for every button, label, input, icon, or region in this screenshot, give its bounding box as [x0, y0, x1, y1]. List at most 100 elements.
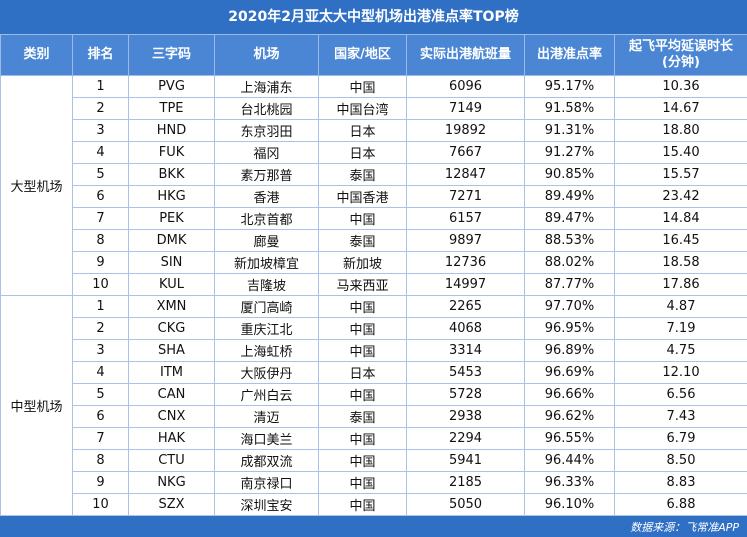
- cell: 成都双流: [214, 449, 319, 472]
- cell: 泰国: [318, 163, 407, 186]
- table-row: 5 CAN 广州白云 中国 5728 96.66% 6.56: [1, 383, 747, 406]
- cell: 9: [72, 471, 129, 494]
- cell: XMN: [128, 295, 215, 318]
- cell: CTU: [128, 449, 215, 472]
- cell: 大阪伊丹: [214, 361, 319, 384]
- cell: 91.58%: [524, 97, 615, 120]
- cell: ITM: [128, 361, 215, 384]
- cell: 12.10: [614, 361, 747, 384]
- cell: 中国: [318, 383, 407, 406]
- cell: 6: [72, 185, 129, 208]
- cell: 87.77%: [524, 273, 615, 296]
- table-row: 4 FUK 福冈 日本 7667 91.27% 15.40: [1, 141, 747, 164]
- cell: 泰国: [318, 229, 407, 252]
- cell: 日本: [318, 119, 407, 142]
- cell: 91.31%: [524, 119, 615, 142]
- cell: 15.57: [614, 163, 747, 186]
- cell: 5: [72, 383, 129, 406]
- table-row: 3 HND 东京羽田 日本 19892 91.31% 18.80: [1, 119, 747, 142]
- cell: 8.50: [614, 449, 747, 472]
- table-row: 3 SHA 上海虹桥 中国 3314 96.89% 4.75: [1, 339, 747, 362]
- cell: 日本: [318, 141, 407, 164]
- column-header: 国家/地区: [318, 34, 407, 76]
- cell: 12847: [406, 163, 525, 186]
- cell: 8.83: [614, 471, 747, 494]
- cell: 2: [72, 97, 129, 120]
- column-header: 类别: [0, 34, 73, 76]
- cell: CNX: [128, 405, 215, 428]
- column-header: 起飞平均延误时长 (分钟): [614, 34, 747, 76]
- cell: 3: [72, 339, 129, 362]
- cell: 97.70%: [524, 295, 615, 318]
- cell: 7: [72, 427, 129, 450]
- cell: 96.95%: [524, 317, 615, 340]
- cell: 96.89%: [524, 339, 615, 362]
- cell: 深圳宝安: [214, 493, 319, 516]
- cell: 9: [72, 251, 129, 274]
- cell: 2185: [406, 471, 525, 494]
- cell: 4: [72, 361, 129, 384]
- cell: 23.42: [614, 185, 747, 208]
- cell: 10: [72, 273, 129, 296]
- cell: 厦门高崎: [214, 295, 319, 318]
- cell: 广州白云: [214, 383, 319, 406]
- table-row: 9 SIN 新加坡樟宜 新加坡 12736 88.02% 18.58: [1, 251, 747, 274]
- cell: 90.85%: [524, 163, 615, 186]
- cell: 88.53%: [524, 229, 615, 252]
- cell: 96.66%: [524, 383, 615, 406]
- table-row: 8 CTU 成都双流 中国 5941 96.44% 8.50: [1, 449, 747, 472]
- cell: 北京首都: [214, 207, 319, 230]
- cell: SIN: [128, 251, 215, 274]
- cell: 1: [72, 75, 129, 98]
- table-row: 7 HAK 海口美兰 中国 2294 96.55% 6.79: [1, 427, 747, 450]
- cell: HKG: [128, 185, 215, 208]
- cell: 廊曼: [214, 229, 319, 252]
- cell: 中国台湾: [318, 97, 407, 120]
- cell: 18.58: [614, 251, 747, 274]
- table-row: 6 CNX 清迈 泰国 2938 96.62% 7.43: [1, 405, 747, 428]
- cell: 新加坡: [318, 251, 407, 274]
- cell: 上海虹桥: [214, 339, 319, 362]
- cell: HAK: [128, 427, 215, 450]
- cell: 19892: [406, 119, 525, 142]
- cell: 5: [72, 163, 129, 186]
- cell: 中国: [318, 471, 407, 494]
- column-header: 排名: [72, 34, 129, 76]
- table-row: 10 SZX 深圳宝安 中国 5050 96.10% 6.88: [1, 493, 747, 516]
- cell: SHA: [128, 339, 215, 362]
- cell: 7: [72, 207, 129, 230]
- cell: 6096: [406, 75, 525, 98]
- cell: KUL: [128, 273, 215, 296]
- table-row: 7 PEK 北京首都 中国 6157 89.47% 14.84: [1, 207, 747, 230]
- footer: 数据来源：飞常准APP: [0, 516, 747, 537]
- cell: 中国: [318, 75, 407, 98]
- cell: 8: [72, 229, 129, 252]
- cell: 7271: [406, 185, 525, 208]
- cell: 中国: [318, 493, 407, 516]
- cell: 日本: [318, 361, 407, 384]
- column-header: 机场: [214, 34, 319, 76]
- cell: 96.62%: [524, 405, 615, 428]
- table-row: 8 DMK 廊曼 泰国 9897 88.53% 16.45: [1, 229, 747, 252]
- cell: 6.56: [614, 383, 747, 406]
- title: 2020年2月亚太大中型机场出港准点率TOP榜: [0, 0, 747, 34]
- cell: 96.55%: [524, 427, 615, 450]
- cell: 新加坡樟宜: [214, 251, 319, 274]
- cell: 5728: [406, 383, 525, 406]
- cell: 2294: [406, 427, 525, 450]
- cell: 15.40: [614, 141, 747, 164]
- cell: PVG: [128, 75, 215, 98]
- cell: 5050: [406, 493, 525, 516]
- cell: 重庆江北: [214, 317, 319, 340]
- table-row: 大型机场 1 PVG 上海浦东 中国 6096 95.17% 10.36: [0, 75, 747, 296]
- cell: 18.80: [614, 119, 747, 142]
- table-row: 2 CKG 重庆江北 中国 4068 96.95% 7.19: [1, 317, 747, 340]
- cell: FUK: [128, 141, 215, 164]
- cell: 96.69%: [524, 361, 615, 384]
- cell: 中国: [318, 207, 407, 230]
- cell: 88.02%: [524, 251, 615, 274]
- cell: 台北桃园: [214, 97, 319, 120]
- cell: 6.79: [614, 427, 747, 450]
- cell: 中国: [318, 449, 407, 472]
